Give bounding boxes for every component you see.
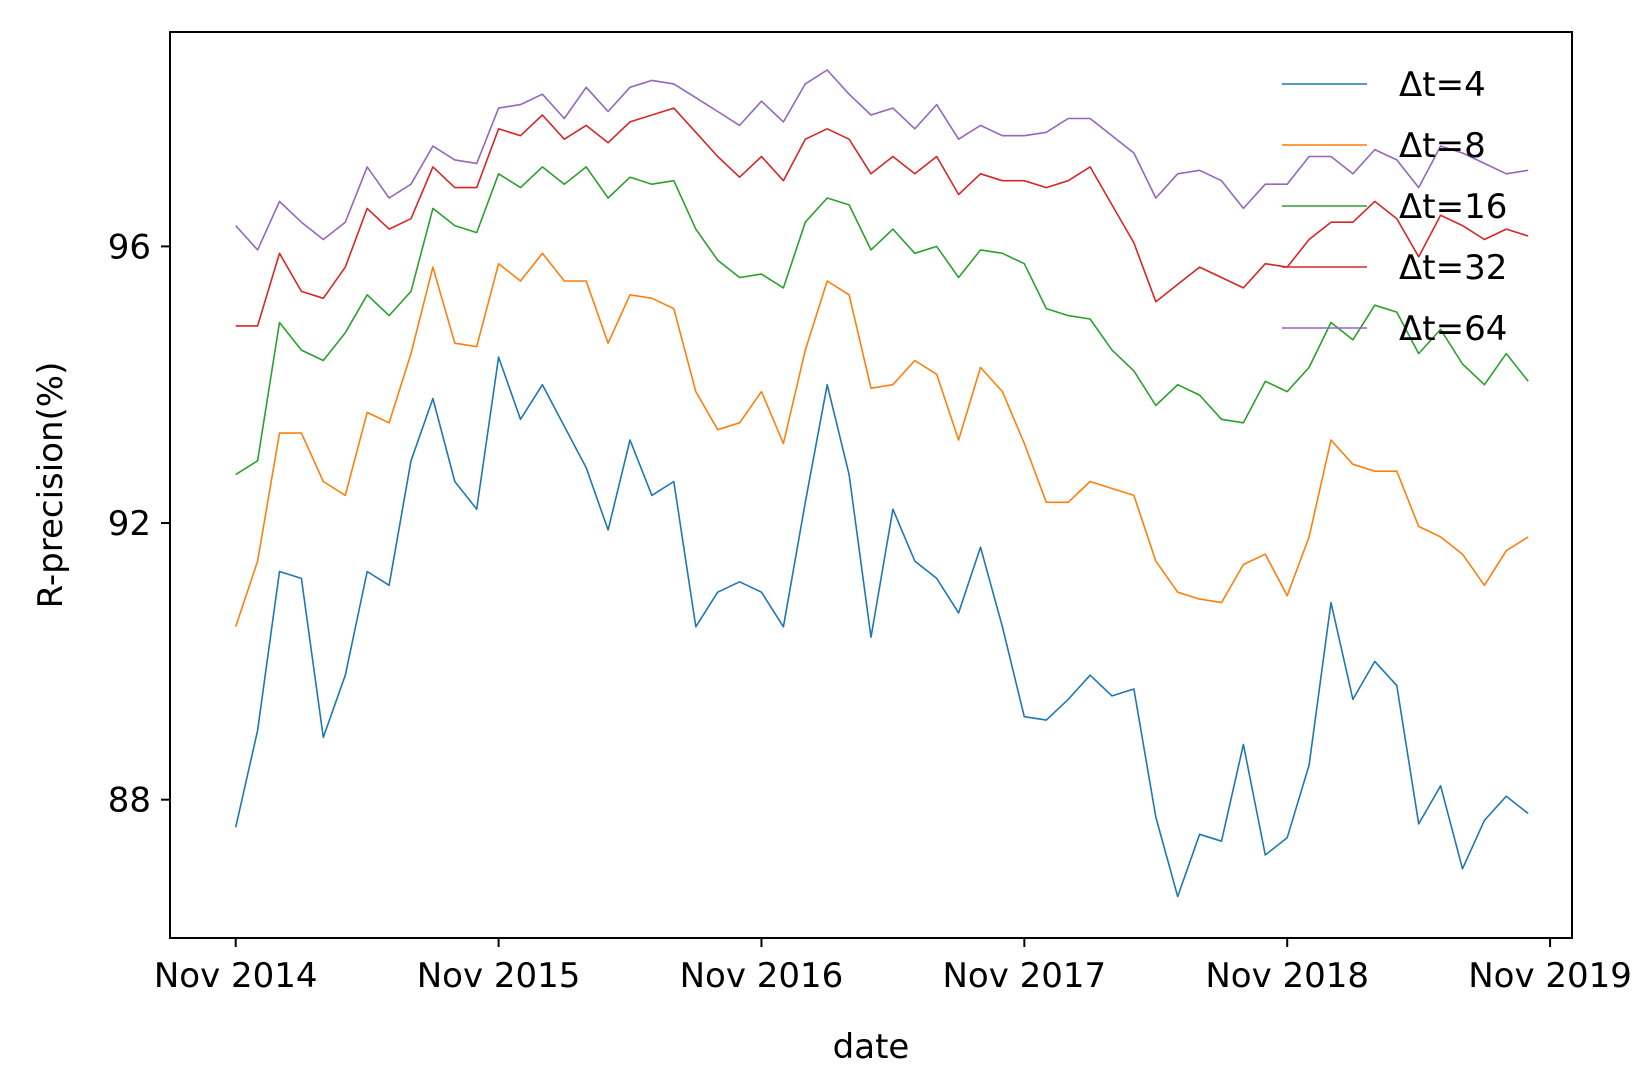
series-line-1 [234, 252, 1529, 628]
y-tick-label: 96 [108, 227, 151, 267]
x-tick-label: Nov 2018 [1205, 956, 1369, 996]
x-tick-label: Nov 2019 [1468, 956, 1632, 996]
y-axis-label: R-precision(%) [31, 362, 71, 609]
x-tick-label: Nov 2014 [154, 956, 318, 996]
y-axis-ticks: 88 92 96 [108, 227, 170, 821]
y-tick-label: 88 [108, 781, 151, 821]
series-layer [234, 69, 1529, 898]
legend-label-0: Δt=4 [1399, 65, 1486, 105]
x-tick-label: Nov 2017 [942, 956, 1106, 996]
x-axis-label: date [833, 1027, 910, 1067]
x-axis-ticks: Nov 2014 Nov 2015 Nov 2016 Nov 2017 Nov 2018… [154, 938, 1632, 996]
series-line-0 [234, 356, 1529, 898]
legend-label-2: Δt=16 [1399, 187, 1507, 227]
plot-area-background [170, 32, 1572, 938]
legend-label-4: Δt=64 [1399, 309, 1507, 349]
x-tick-label: Nov 2016 [680, 956, 844, 996]
y-tick-label: 92 [108, 504, 151, 544]
series-line-2 [235, 166, 1529, 476]
x-tick-label: Nov 2015 [417, 956, 581, 996]
legend-label-1: Δt=8 [1399, 126, 1486, 166]
series-line-4 [235, 69, 1529, 251]
legend: Δt=4 Δt=8 Δt=16 Δt=32 Δt=64 [1282, 65, 1507, 349]
series-line-3 [235, 107, 1529, 327]
legend-label-3: Δt=32 [1399, 248, 1507, 288]
plot-frame [169, 31, 1573, 939]
